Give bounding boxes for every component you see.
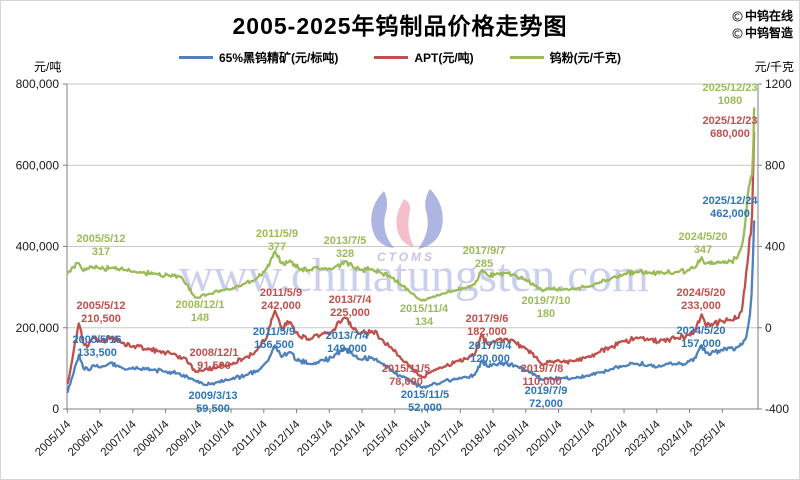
annotation-powder: 2011/5/9 377	[256, 228, 298, 253]
legend-line-swatch	[374, 56, 409, 59]
watermark-logo: CTOMS	[371, 189, 443, 264]
annotation-apt: 2019/7/8 110,000	[521, 363, 564, 388]
y-axis-label-left: 600,000	[16, 158, 60, 172]
annotation-powder: 2024/5/20 347	[679, 231, 728, 256]
y-axis-label-right: 0	[765, 321, 772, 335]
credit-label: 中钨在线	[744, 9, 793, 23]
annotation-powder: 2019/7/10 180	[522, 295, 571, 320]
annotation-apt: 2024/5/20 233,000	[677, 287, 726, 312]
y-axis-label-left: 0	[52, 402, 59, 416]
annotation-wolframite: 2025/12/24 462,000	[702, 195, 758, 220]
credits: 中钨在线 中钨智造	[732, 9, 793, 40]
series-line-powder	[66, 107, 756, 302]
legend-item-wolframite: 65%黑钨精矿(元/标吨)	[178, 49, 339, 66]
annotation-apt: 2011/5/9 242,000	[260, 287, 302, 312]
left-axis-unit: 元/吨	[34, 60, 62, 74]
annotation-apt: 2005/5/12 210,500	[77, 300, 126, 325]
x-axis-label: 2010/1/4	[197, 418, 238, 459]
annotation-apt: 2017/9/6 182,000	[466, 313, 509, 338]
legend: 65%黑钨精矿(元/标吨) APT(元/吨) 钨粉(元/千克)	[1, 49, 799, 66]
right-axis-unit: 元/千克	[754, 60, 794, 74]
annotation-wolframite: 2015/11/5 52,000	[401, 389, 449, 414]
annotation-powder: 2015/11/4 134	[400, 303, 449, 328]
annotation-wolframite: 2011/5/9 156,500	[253, 326, 295, 351]
legend-item-powder: 钨粉(元/千克)	[509, 49, 621, 66]
credit-line: 中钨智造	[732, 26, 793, 40]
series-line-wolframite	[66, 220, 756, 394]
credit-line: 中钨在线	[732, 9, 793, 23]
annotation-powder: 2005/5/12 317	[77, 233, 126, 258]
ctoms-logo-icon	[732, 10, 743, 22]
x-axis-label: 2025/1/4	[688, 418, 729, 459]
y-axis-label-left: 800,000	[16, 77, 60, 91]
y-axis-label-right: 800	[765, 158, 785, 172]
annotation-wolframite: 2019/7/9 72,000	[525, 385, 568, 410]
y-axis-label-right: 1200	[765, 77, 792, 91]
watermark-logo-text: CTOMS	[377, 250, 435, 264]
annotation-powder: 2013/7/5 328	[324, 235, 367, 260]
annotation-wolframite: 2009/3/13 59,500	[189, 390, 238, 415]
credit-label: 中钨智造	[744, 26, 793, 40]
annotation-powder: 2008/12/1 148	[176, 299, 225, 324]
annotation-apt: 2015/11/5 78,000	[382, 363, 430, 388]
y-axis-label-right: -400	[765, 402, 789, 416]
legend-label: 钨粉(元/千克)	[549, 51, 621, 65]
annotation-powder: 2017/9/7 285	[463, 245, 506, 270]
legend-label: 65%黑钨精矿(元/标吨)	[218, 51, 339, 65]
series-line-apt	[66, 131, 756, 385]
annotation-apt: 2008/12/1 91,500	[190, 347, 239, 372]
y-axis-label-right: 400	[765, 240, 785, 254]
ctoms-logo-icon	[732, 27, 743, 39]
legend-line-swatch	[509, 56, 544, 59]
annotation-wolframite: 2017/9/4 120,000	[469, 340, 513, 365]
y-axis-label-left: 400,000	[16, 240, 60, 254]
annotation-wolframite: 2005/5/16 133,500	[73, 334, 122, 359]
legend-line-swatch	[178, 56, 213, 59]
y-axis-label-left: 200,000	[16, 321, 60, 335]
annotation-powder: 2025/12/23 1080	[702, 82, 757, 107]
chart-title: 2005-2025年钨制品价格走势图	[232, 13, 568, 39]
legend-label: APT(元/吨)	[414, 51, 474, 65]
legend-item-apt: APT(元/吨)	[374, 49, 474, 66]
annotation-apt: 2013/7/4 225,000	[329, 294, 373, 319]
annotation-wolframite: 2024/5/20 157,000	[677, 325, 726, 350]
annotation-wolframite: 2013/7/4 149,000	[326, 330, 370, 355]
annotation-apt: 2025/12/23 680,000	[702, 115, 757, 140]
